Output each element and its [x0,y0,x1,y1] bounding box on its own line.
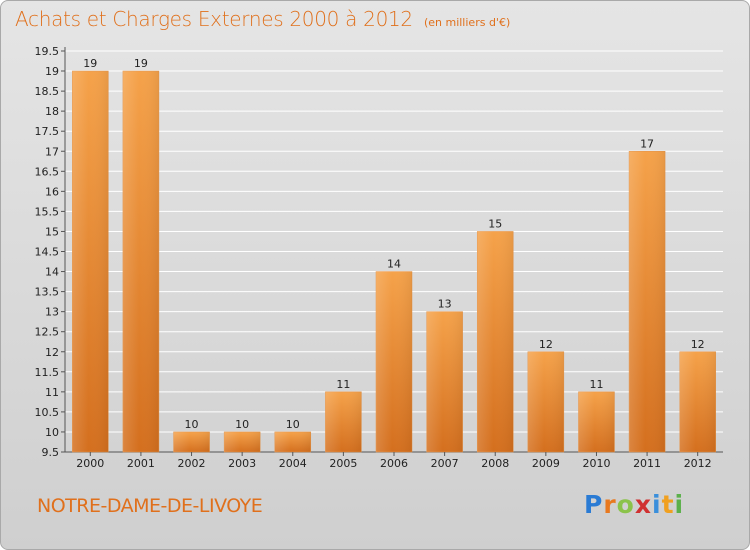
chart-title: Achats et Charges Externes 2000 à 2012 (… [15,7,510,31]
y-tick-label: 12.5 [35,326,60,339]
bar-shine [679,351,716,452]
bar-shine [173,431,210,452]
bar-shine [578,391,615,452]
data-label: 11 [589,378,603,391]
x-tick-label: 2012 [684,457,712,470]
y-tick-label: 14 [45,266,59,279]
x-tick-label: 2001 [127,457,155,470]
x-tick-label: 2005 [329,457,357,470]
x-tick-label: 2007 [431,457,459,470]
data-label: 12 [539,338,553,351]
bars [72,70,716,453]
data-label: 17 [640,137,654,150]
x-tick-labels: 2000 2001 2002 2003 2004 2005 2006 2007 2008 2009… [76,452,712,470]
y-tick-label: 15.5 [35,205,60,218]
y-tick-label: 13 [45,306,59,319]
bar-shine [274,431,311,452]
y-tick-label: 9.5 [42,446,60,459]
bar-shine [224,431,261,452]
y-tick-label: 19.5 [35,45,60,58]
data-label: 10 [235,418,249,431]
data-label: 19 [83,57,97,70]
data-label: 19 [134,57,148,70]
proxiti-logo[interactable]: Proxiti [584,490,685,519]
bar-shine [477,231,514,452]
y-tick-label: 18.5 [35,85,60,98]
commune-name: NOTRE-DAME-DE-LIVOYE [37,495,263,517]
bar-shine [122,71,159,453]
data-label: 13 [438,298,452,311]
data-label: 15 [488,217,502,230]
y-tick-label: 12 [45,346,59,359]
y-tick-label: 14.5 [35,246,60,259]
y-tick-label: 11 [45,386,59,399]
y-tick-label: 19 [45,65,59,78]
y-tick-label: 10.5 [35,406,60,419]
y-tick-label: 17 [45,145,59,158]
x-tick-label: 2000 [76,457,104,470]
y-tick-label: 13.5 [35,286,60,299]
y-tick-label: 10 [45,426,59,439]
bar-shine [527,351,564,452]
data-label: 10 [286,418,300,431]
x-tick-label: 2010 [582,457,610,470]
data-label: 14 [387,258,401,271]
bar-shine [325,391,362,452]
bar-shine [629,151,666,452]
data-label: 12 [691,338,705,351]
data-labels: 19 19 10 10 10 11 14 13 15 12 11 17 12 [83,57,704,431]
x-tick-label: 2006 [380,457,408,470]
y-tick-label: 16.5 [35,165,60,178]
x-tick-label: 2008 [481,457,509,470]
y-tick-label: 18 [45,105,59,118]
x-tick-label: 2011 [633,457,661,470]
chart-title-text: Achats et Charges Externes 2000 à 2012 [15,7,413,31]
y-tick-label: 11.5 [35,366,60,379]
data-label: 10 [185,418,199,431]
bar-shine [72,71,109,453]
x-tick-label: 2004 [279,457,307,470]
bar-shine [426,311,463,452]
y-tick-label: 15 [45,225,59,238]
x-tick-label: 2009 [532,457,560,470]
x-tick-label: 2003 [228,457,256,470]
bar-shine [376,271,412,452]
data-label: 11 [336,378,350,391]
y-tick-label: 16 [45,185,59,198]
y-tick-label: 17.5 [35,125,60,138]
x-tick-label: 2002 [178,457,206,470]
chart-unit: (en milliers d'€) [423,16,511,29]
y-tick-labels: 9.5 10 10.5 11 11.5 12 12.5 13 13.5 14 14.5 15 15.5 1… [35,45,60,459]
